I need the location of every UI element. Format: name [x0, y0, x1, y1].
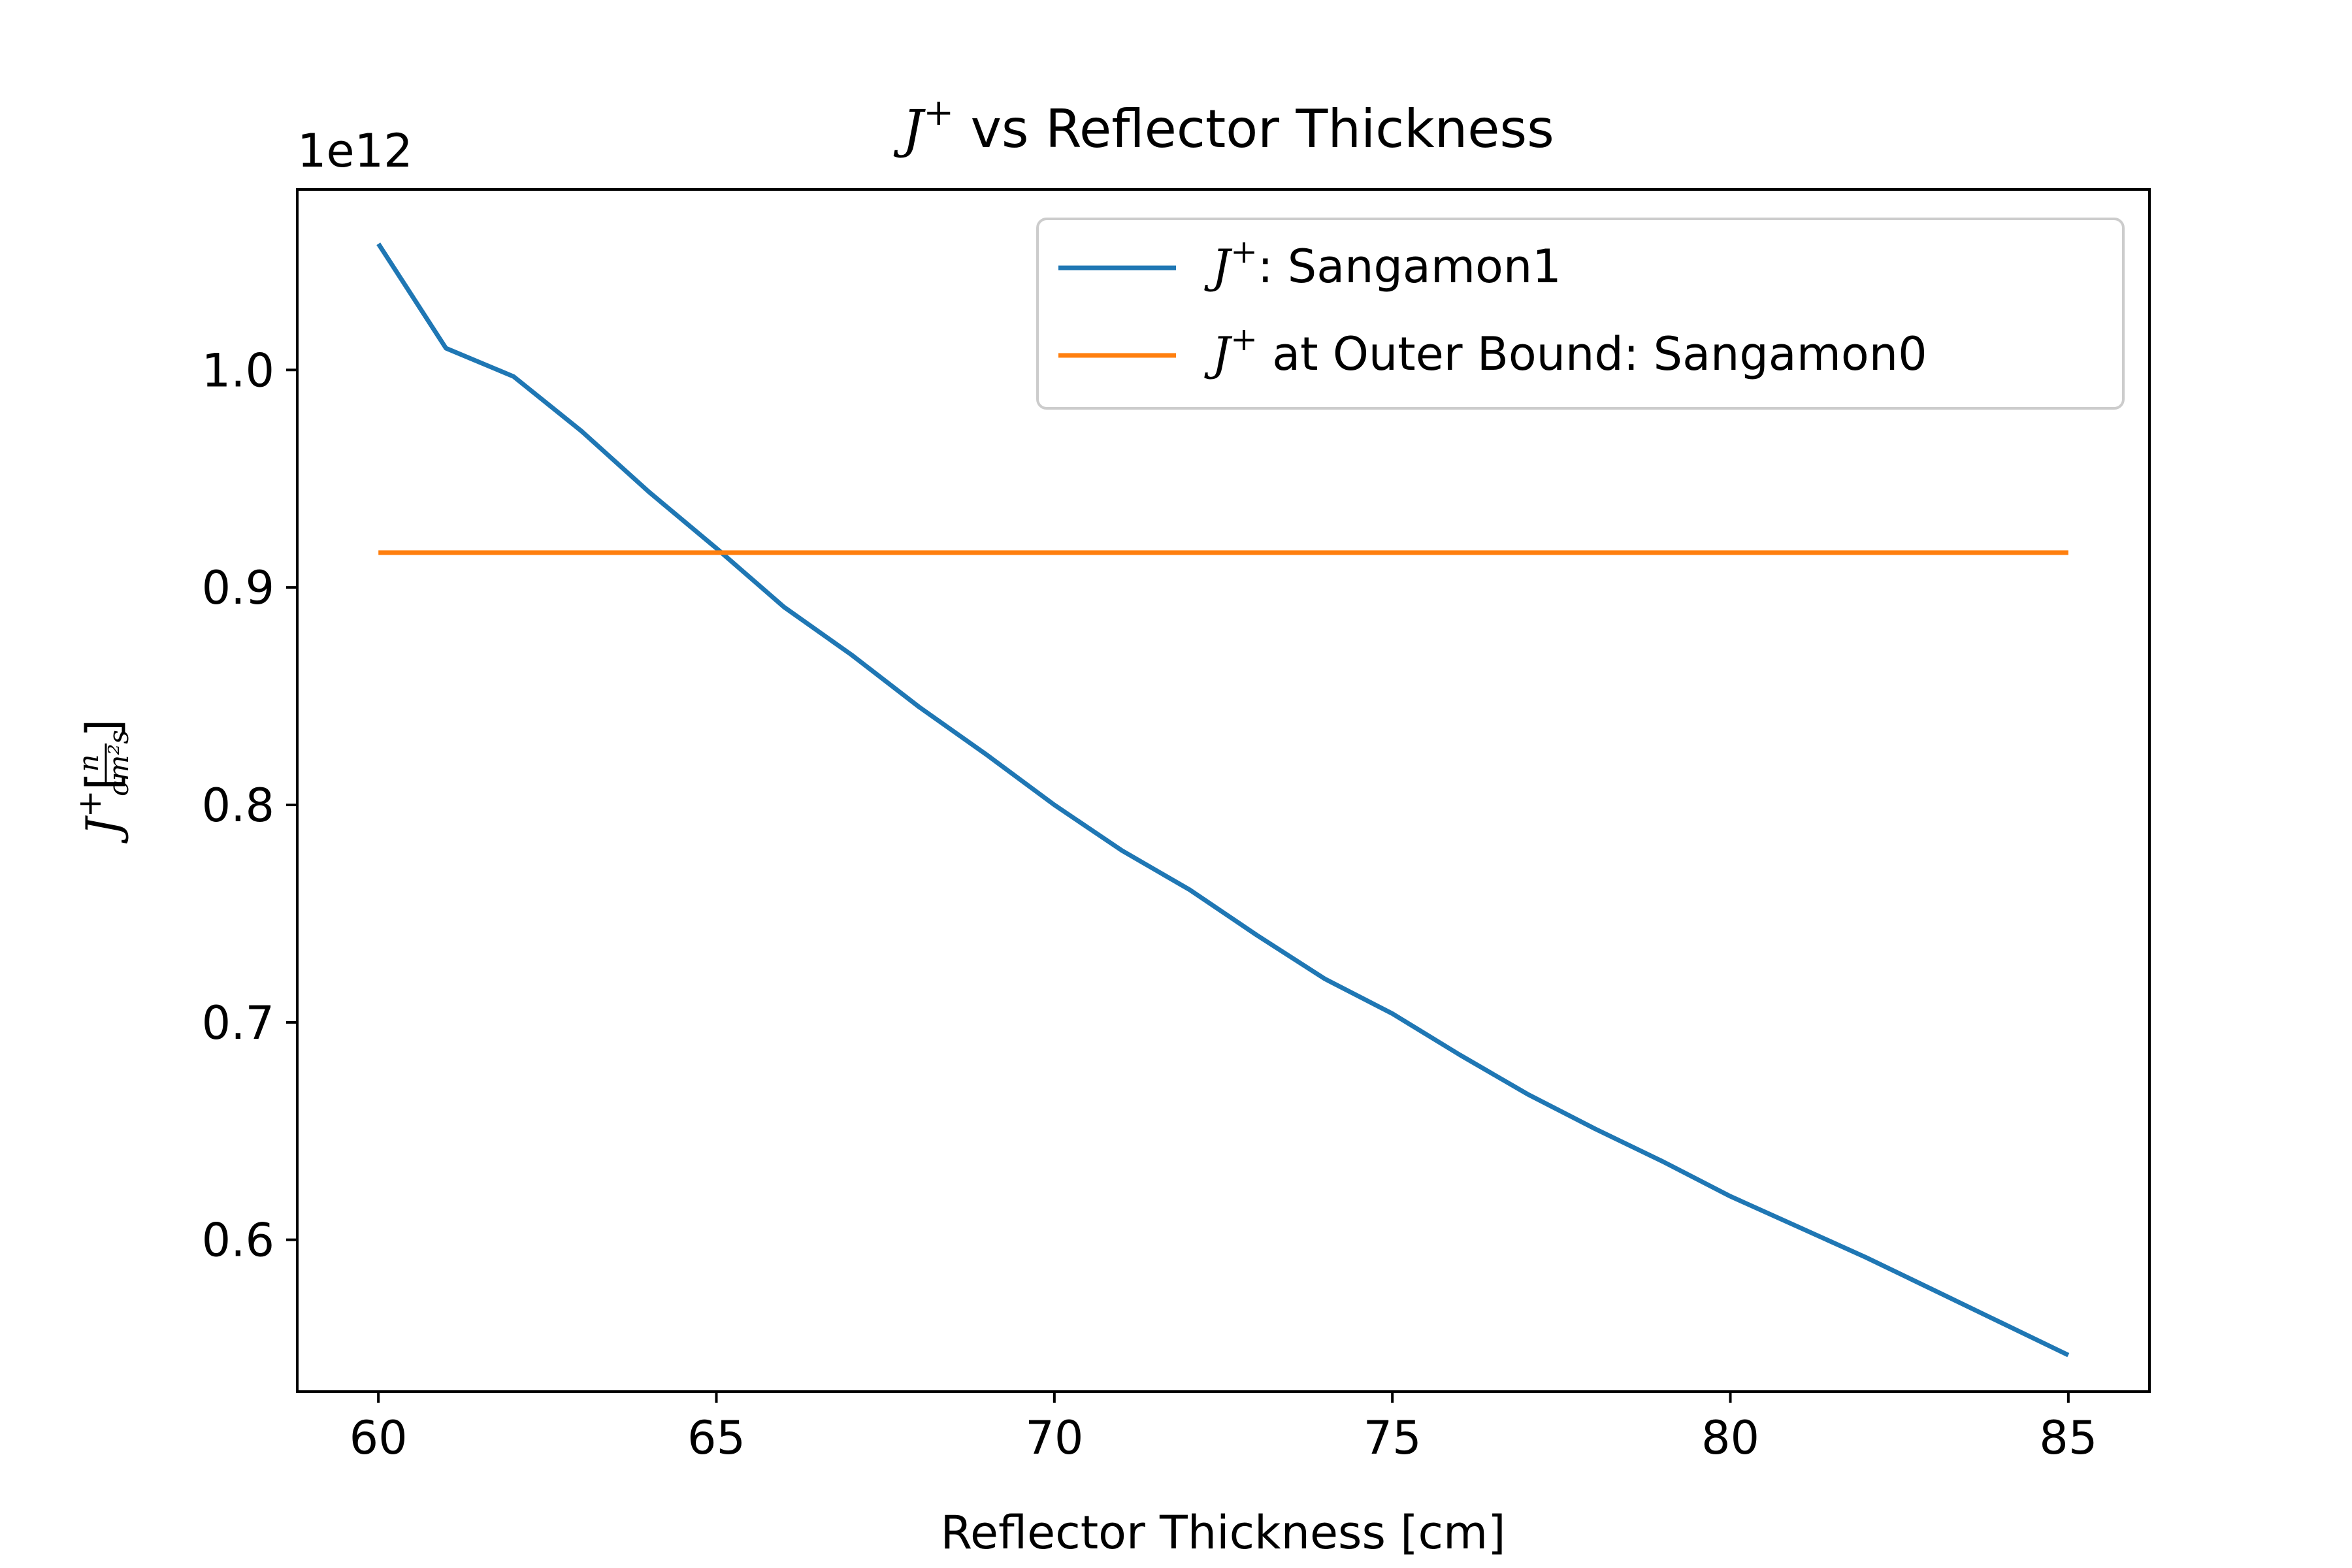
ticks: 60 65 70 75 80 85 0.6 0.7 0.8 0.9 1.0: [202, 344, 2098, 1465]
y-offset-text: 1e12: [297, 124, 413, 178]
x-tick-label: 60: [350, 1411, 408, 1465]
x-tick-label: 75: [1364, 1411, 1422, 1465]
x-tick-label: 70: [1025, 1411, 1083, 1465]
x-axis-label: Reflector Thickness [cm]: [940, 1506, 1505, 1560]
legend-box: [1036, 218, 2125, 410]
series-line-0: [376, 242, 2070, 1358]
svg-text:J+[]: J+[]: [71, 719, 130, 844]
plot-frame: [296, 188, 2151, 1393]
legend-entry-1: J+ at Outer Bound: Sangamon0: [1204, 320, 1927, 381]
y-tick-label: 0.9: [202, 561, 274, 615]
x-tick-label: 85: [2039, 1411, 2097, 1465]
chart-title: J+ vs Reflector Thickness: [893, 91, 1554, 159]
y-tick-label: 1.0: [202, 344, 274, 397]
y-label-frac-den: cm²s: [103, 730, 135, 796]
y-tick-label: 0.6: [202, 1214, 274, 1267]
y-axis-label: J+[] n cm²s: [71, 719, 135, 844]
x-tick-label: 80: [1701, 1411, 1759, 1465]
legend-entry-0: J+: Sangamon1: [1204, 233, 1561, 293]
series-group: [376, 242, 2070, 1358]
legend: J+: Sangamon1 J+ at Outer Bound: Sangamo…: [1036, 218, 2125, 410]
y-label-frac-num: n: [73, 754, 105, 772]
y-tick-label: 0.7: [202, 996, 274, 1050]
y-tick-label: 0.8: [202, 779, 274, 832]
x-tick-label: 65: [687, 1411, 745, 1465]
